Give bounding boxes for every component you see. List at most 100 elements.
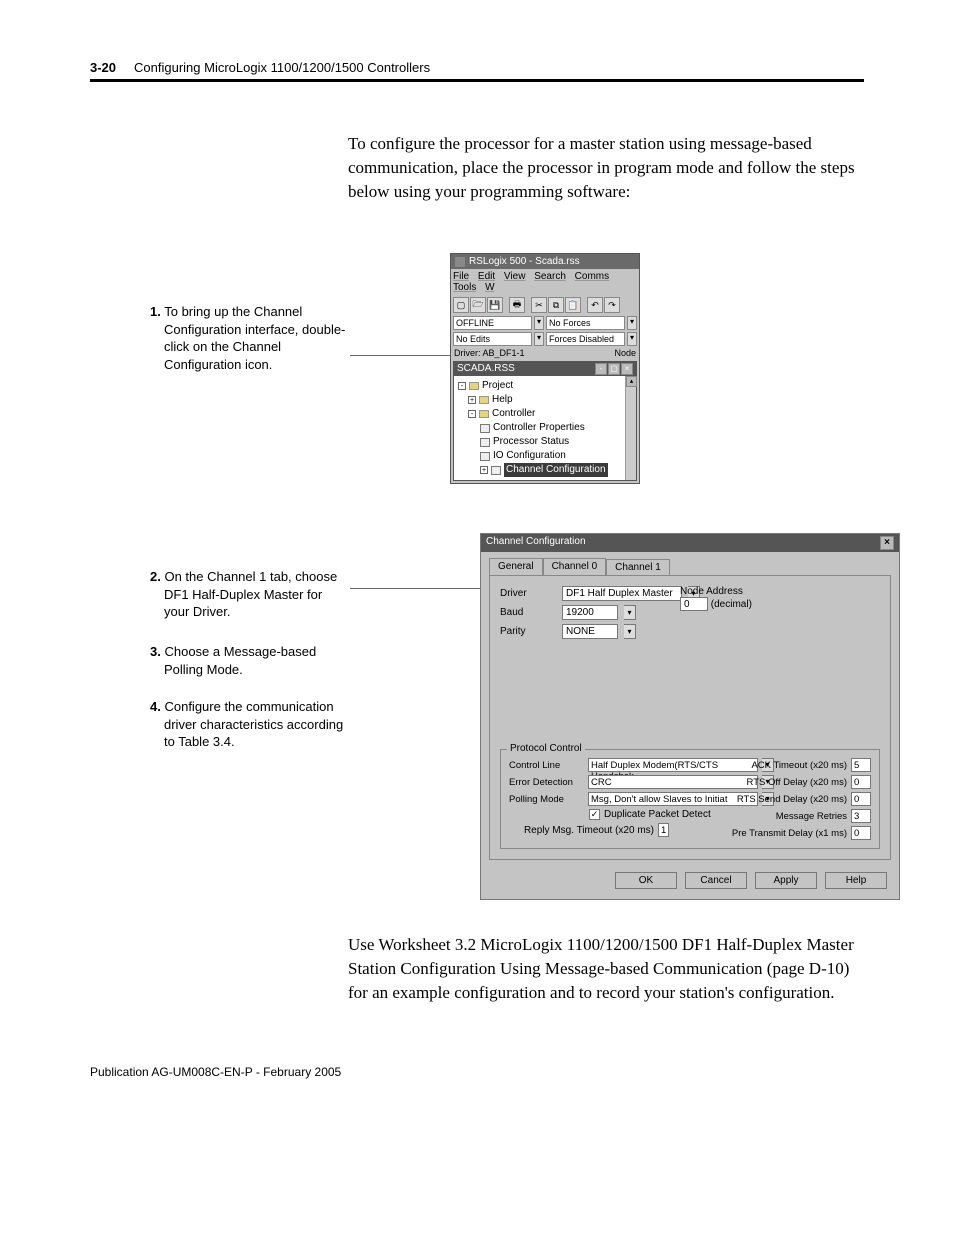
menu-bar: File Edit View Search Comms Tools W (451, 269, 639, 295)
page-number: 3-20 (90, 60, 116, 75)
error-detection-label: Error Detection (509, 777, 584, 788)
forcesdisabled-field: Forces Disabled (546, 332, 625, 346)
cut-icon[interactable]: ✂ (531, 297, 547, 313)
node-address-label: Node Address (680, 586, 752, 597)
forces-dropdown-icon[interactable]: ▾ (627, 316, 637, 330)
subwindow-title: SCADA.RSS (457, 363, 515, 375)
tree-project[interactable]: Project (482, 379, 513, 393)
ok-button[interactable]: OK (615, 872, 677, 889)
cancel-button[interactable]: Cancel (685, 872, 747, 889)
redo-icon[interactable]: ↷ (604, 297, 620, 313)
rts-off-label: RTS Off Delay (x20 ms) (747, 777, 847, 788)
minimize-icon[interactable]: - (595, 363, 607, 375)
node-address-group: Node Address 0 (decimal) (680, 586, 752, 611)
step-2: 2. On the Channel 1 tab, choose DF1 Half… (150, 568, 350, 621)
parity-select[interactable]: NONE (562, 624, 618, 639)
new-icon[interactable]: ▢ (453, 297, 469, 313)
tree-controller-properties[interactable]: Controller Properties (493, 421, 585, 435)
baud-select[interactable]: 19200 (562, 605, 618, 620)
page-header: 3-20 Configuring MicroLogix 1100/1200/15… (90, 60, 864, 82)
rts-send-input[interactable]: 0 (851, 792, 871, 806)
tab-channel-0[interactable]: Channel 0 (543, 558, 607, 575)
ack-timeout-input[interactable]: 5 (851, 758, 871, 772)
baud-label: Baud (500, 607, 556, 618)
rslogix-window: RSLogix 500 - Scada.rss File Edit View S… (450, 253, 640, 484)
publication-footer: Publication AG-UM008C-EN-P - February 20… (90, 1065, 864, 1079)
undo-icon[interactable]: ↶ (587, 297, 603, 313)
menu-edit[interactable]: Edit (478, 271, 495, 282)
tab-panel: Driver DF1 Half Duplex Master▾ Baud 1920… (489, 575, 891, 860)
leader-line-1 (350, 355, 450, 356)
scroll-up-icon[interactable]: ▴ (626, 376, 637, 387)
edits-dropdown-icon[interactable]: ▾ (534, 332, 544, 346)
offline-field: OFFLINE (453, 316, 532, 330)
scrollbar[interactable]: ▴ (625, 376, 636, 480)
leader-line-2 (350, 588, 480, 589)
protocol-right-column: ACK Timeout (x20 ms) 5 RTS Off Delay (x20… (732, 758, 871, 843)
expand-icon[interactable]: + (468, 396, 476, 404)
step-1: 1. To bring up the Channel Configuration… (150, 303, 350, 373)
print-icon[interactable]: 🖶 (509, 297, 525, 313)
subwindow-titlebar: SCADA.RSS - ▢ × (454, 362, 636, 376)
protocol-control-group: Protocol Control Control Line Half Duple… (500, 749, 880, 849)
tree-processor-status[interactable]: Processor Status (493, 435, 569, 449)
tab-general[interactable]: General (489, 558, 543, 575)
menu-file[interactable]: File (453, 271, 469, 282)
project-subwindow: SCADA.RSS - ▢ × ▴ - Project + Help - Contro… (453, 361, 637, 481)
close-icon[interactable]: × (880, 536, 894, 550)
polling-mode-label: Polling Mode (509, 794, 584, 805)
control-line-label: Control Line (509, 760, 584, 771)
ack-timeout-label: ACK Timeout (x20 ms) (751, 760, 847, 771)
menu-w[interactable]: W (485, 282, 494, 293)
pre-transmit-input[interactable]: 0 (851, 826, 871, 840)
save-icon[interactable]: 💾 (487, 297, 503, 313)
expand-icon[interactable]: + (480, 466, 488, 474)
driver-select[interactable]: DF1 Half Duplex Master (562, 586, 682, 601)
channel-config-dialog: Channel Configuration × General Channel … (480, 533, 900, 900)
forcesdis-dropdown-icon[interactable]: ▾ (627, 332, 637, 346)
node-address-unit: (decimal) (711, 599, 752, 610)
node-address-input[interactable]: 0 (680, 597, 708, 611)
noedits-field: No Edits (453, 332, 532, 346)
chevron-down-icon[interactable]: ▾ (624, 624, 636, 639)
protocol-control-legend: Protocol Control (507, 743, 585, 754)
tree-channel-configuration[interactable]: Channel Configuration (504, 463, 608, 477)
open-icon[interactable]: 🗁 (470, 297, 486, 313)
menu-tools[interactable]: Tools (453, 282, 476, 293)
step-3: 3. Choose a Message-based Polling Mode. (150, 643, 350, 678)
maximize-icon[interactable]: ▢ (608, 363, 620, 375)
properties-icon (480, 424, 490, 433)
message-retries-label: Message Retries (776, 811, 847, 822)
menu-search[interactable]: Search (534, 271, 566, 282)
expand-icon[interactable]: - (468, 410, 476, 418)
apply-button[interactable]: Apply (755, 872, 817, 889)
menu-view[interactable]: View (504, 271, 526, 282)
tree-help[interactable]: Help (492, 393, 513, 407)
menu-comms[interactable]: Comms (575, 271, 609, 282)
rts-off-input[interactable]: 0 (851, 775, 871, 789)
window-title: RSLogix 500 - Scada.rss (469, 256, 580, 267)
paste-icon[interactable]: 📋 (565, 297, 581, 313)
app-icon (455, 257, 465, 267)
copy-icon[interactable]: ⧉ (548, 297, 564, 313)
closing-paragraph: Use Worksheet 3.2 MicroLogix 1100/1200/1… (348, 933, 864, 1004)
processor-status-icon (480, 438, 490, 447)
tree-controller[interactable]: Controller (492, 407, 535, 421)
dialog-title: Channel Configuration (486, 536, 586, 550)
reply-timeout-input[interactable]: 1 (658, 823, 669, 837)
window-titlebar: RSLogix 500 - Scada.rss (451, 254, 639, 269)
tab-channel-1[interactable]: Channel 1 (606, 559, 670, 576)
chevron-down-icon[interactable]: ▾ (624, 605, 636, 620)
offline-dropdown-icon[interactable]: ▾ (534, 316, 544, 330)
message-retries-input[interactable]: 3 (851, 809, 871, 823)
parity-label: Parity (500, 626, 556, 637)
help-button[interactable]: Help (825, 872, 887, 889)
figure-area: 1. To bring up the Channel Configuration… (150, 253, 864, 893)
duplicate-packet-checkbox[interactable]: ✓ (589, 809, 600, 820)
tree-io-configuration[interactable]: IO Configuration (493, 449, 566, 463)
io-config-icon (480, 452, 490, 461)
status-row-2: No Edits ▾ Forces Disabled ▾ (451, 331, 639, 347)
expand-icon[interactable]: - (458, 382, 466, 390)
step-4: 4. Configure the communication driver ch… (150, 698, 350, 751)
close-icon[interactable]: × (621, 363, 633, 375)
